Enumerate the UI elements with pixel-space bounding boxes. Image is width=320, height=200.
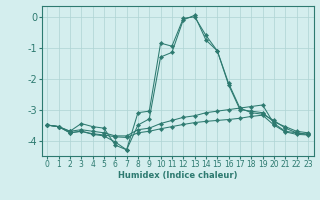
X-axis label: Humidex (Indice chaleur): Humidex (Indice chaleur): [118, 171, 237, 180]
